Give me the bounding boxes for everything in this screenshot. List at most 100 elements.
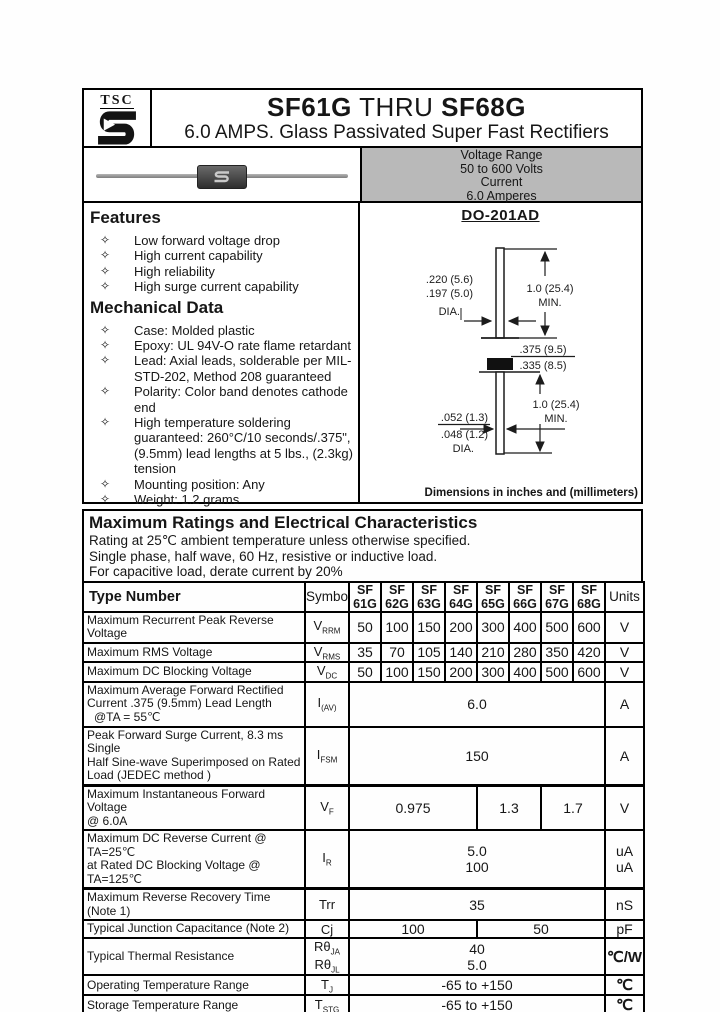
- dim-lead-dia-label: DIA.: [453, 443, 474, 455]
- value-cell: 150: [412, 610, 446, 644]
- diamond-bullet-icon: ✧: [100, 248, 111, 263]
- table-row-thermal-resistance: Typical Thermal Resistance RθJA RθJL 40 …: [82, 937, 645, 977]
- feature-item: ✧ Low forward voltage drop: [90, 233, 356, 248]
- row-symbol: TSTG: [304, 994, 350, 1012]
- row-label: Typical Thermal Resistance: [82, 937, 306, 977]
- value-cell: 200: [444, 610, 478, 644]
- value-cell: 100: [348, 919, 478, 940]
- diamond-bullet-icon: ✧: [100, 353, 111, 368]
- dim-lead-dia-max: .052 (1.3): [441, 412, 488, 424]
- col-header-sf61g: SF 61G: [348, 580, 382, 613]
- value-cell: 280: [508, 641, 542, 664]
- summary-line: 50 to 600 Volts: [460, 161, 543, 176]
- unit-cell: A: [604, 680, 645, 728]
- unit-cell: V: [604, 661, 645, 683]
- mechanical-item: ✧ Weight: 1.2 grams: [90, 492, 356, 507]
- details-box: Features ✧ Low forward voltage drop ✧ Hi…: [82, 201, 643, 507]
- dim-body-dia-min: .197 (5.0): [426, 288, 473, 300]
- row-symbol: RθJA RθJL: [304, 937, 350, 977]
- diode-body-logo-icon: [214, 171, 229, 183]
- row-symbol: IR: [304, 829, 350, 890]
- title-model-start: SF61G: [267, 92, 352, 122]
- mechanical-item-text: Polarity: Color band denotes cathode end: [134, 384, 348, 415]
- value-cell: 400: [508, 661, 542, 683]
- col-header-symbol: Symbol: [304, 580, 350, 613]
- value-cell: 350: [540, 641, 574, 664]
- feature-item: ✧ High current capability: [90, 248, 356, 263]
- mechanical-item-text: High temperature soldering guaranteed: 2…: [134, 415, 353, 477]
- value-cell: 105: [412, 641, 446, 664]
- table-row-ir: Maximum DC Reverse Current @ TA=25℃ at R…: [82, 829, 645, 890]
- mechanical-item: ✧ Polarity: Color band denotes cathode e…: [90, 384, 356, 415]
- value-cell: -65 to +150: [348, 994, 606, 1012]
- mechanical-item-text: Lead: Axial leads, solderable per MIL-ST…: [134, 353, 352, 384]
- value-cell: 50: [348, 610, 382, 644]
- dim-lead-top-min: MIN.: [538, 297, 561, 309]
- table-row-trr: Maximum Reverse Recovery Time (Note 1) T…: [82, 887, 645, 922]
- summary-line: Current: [480, 175, 523, 189]
- value-cell: 100: [380, 610, 414, 644]
- feature-item-text: High surge current capability: [134, 279, 299, 295]
- datasheet-content: TSC SF61G THRU SF68G 6.0 AMPS. Glass Pas…: [82, 88, 645, 1012]
- row-symbol: TJ: [304, 974, 350, 997]
- unit-cell: ℃: [604, 994, 645, 1012]
- subtitle: 6.0 AMPS. Glass Passivated Super Fast Re…: [184, 122, 609, 143]
- unit-cell: ℃/W: [604, 937, 645, 977]
- feature-item-text: High reliability: [134, 263, 215, 279]
- mechanical-item: ✧ Mounting position: Any: [90, 477, 356, 492]
- table-row-storage-temp: Storage Temperature Range TSTG -65 to +1…: [82, 994, 645, 1012]
- mechanical-heading: Mechanical Data: [90, 297, 224, 317]
- ratings-header: Maximum Ratings and Electrical Character…: [82, 509, 643, 581]
- feature-item-text: Low forward voltage drop: [134, 233, 280, 248]
- value-cell: 420: [572, 641, 606, 664]
- package-name: DO-201AD: [461, 207, 540, 224]
- row-symbol: VDC: [304, 661, 350, 683]
- value-cell: 200: [444, 661, 478, 683]
- row-symbol: VF: [304, 783, 350, 832]
- tsc-logo-text: TSC: [100, 92, 134, 109]
- mechanical-item-text: Epoxy: UL 94V-O rate flame retardant: [134, 338, 352, 354]
- unit-cell: ℃: [604, 974, 645, 997]
- value-cell: 600: [572, 610, 606, 644]
- unit-cell: nS: [604, 887, 645, 922]
- ratings-table: Type Number Symbol SF 61G SF 62G SF 63G SF 6…: [82, 580, 645, 1012]
- table-row-cj: Typical Junction Capacitance (Note 2) Cj…: [82, 919, 645, 940]
- diamond-bullet-icon: ✧: [100, 322, 111, 337]
- mechanical-item: ✧ Case: Molded plastic: [90, 323, 356, 338]
- unit-cell: V: [604, 610, 645, 644]
- col-header-sf63g: SF 63G: [412, 580, 446, 613]
- dim-lead-top-value: 1.0 (25.4): [526, 283, 573, 295]
- col-header-sf65g: SF 65G: [476, 580, 510, 613]
- value-cell: 300: [476, 610, 510, 644]
- diamond-bullet-icon: ✧: [100, 415, 111, 430]
- tsc-logo: TSC: [84, 90, 152, 146]
- ratings-condition: Rating at 25℃ ambient temperature unless…: [89, 533, 471, 548]
- row-symbol: IFSM: [304, 725, 350, 787]
- table-row-vrrm: Maximum Recurrent Peak Reverse Voltage V…: [82, 610, 645, 644]
- value-cell: 1.3: [476, 783, 542, 832]
- package-diagram: 1.0 (25.4) MIN. .220 (5.6) .197 (5.0) DI…: [426, 247, 580, 455]
- row-label: Operating Temperature Range: [82, 974, 306, 997]
- unit-cell: pF: [604, 919, 645, 940]
- value-cell: 1.7: [540, 783, 606, 832]
- col-header-sf64g: SF 64G: [444, 580, 478, 613]
- table-row-vf: Maximum Instantaneous Forward Voltage @ …: [82, 783, 645, 832]
- diamond-bullet-icon: ✧: [100, 492, 111, 507]
- col-header-type-number: Type Number: [82, 580, 306, 613]
- table-header-row: Type Number Symbol SF 61G SF 62G SF 63G SF 6…: [82, 580, 645, 613]
- value-cell: 35: [348, 641, 382, 664]
- title-line: SF61G THRU SF68G: [152, 93, 641, 121]
- value-cell: -65 to +150: [348, 974, 606, 997]
- value-cell: 50: [348, 661, 382, 683]
- row-label: Maximum Instantaneous Forward Voltage @ …: [82, 783, 306, 832]
- dim-body-len-min: .335 (8.5): [519, 360, 566, 372]
- dim-body-dia-label: DIA.: [439, 306, 460, 318]
- col-header-sf67g: SF 67G: [540, 580, 574, 613]
- diamond-bullet-icon: ✧: [100, 263, 111, 278]
- diamond-bullet-icon: ✧: [100, 279, 111, 294]
- table-row-operating-temp: Operating Temperature Range TJ -65 to +1…: [82, 974, 645, 997]
- ratings-section: Maximum Ratings and Electrical Character…: [82, 509, 645, 1012]
- dim-lead-bot-min: MIN.: [544, 413, 567, 425]
- table-row-vrms: Maximum RMS Voltage VRMS 35 70 105 140 2…: [82, 641, 645, 664]
